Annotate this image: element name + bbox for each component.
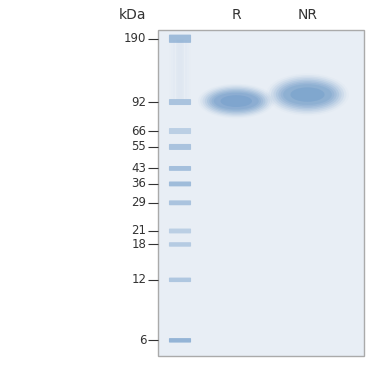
Ellipse shape [211,92,261,111]
Text: kDa: kDa [119,8,146,22]
Text: 12: 12 [131,273,146,286]
Text: R: R [231,8,241,22]
FancyBboxPatch shape [169,242,191,247]
Text: NR: NR [297,8,318,22]
Ellipse shape [209,90,263,112]
FancyBboxPatch shape [169,200,191,205]
Ellipse shape [280,83,334,106]
Ellipse shape [276,80,339,110]
Ellipse shape [207,89,266,113]
FancyBboxPatch shape [169,166,191,171]
Text: 190: 190 [124,32,146,45]
Ellipse shape [271,76,344,112]
Text: 6: 6 [139,334,146,347]
Ellipse shape [202,86,270,116]
Text: 18: 18 [131,238,146,251]
Text: 29: 29 [131,196,146,209]
FancyBboxPatch shape [169,99,191,105]
Ellipse shape [220,95,252,107]
Ellipse shape [273,78,342,111]
FancyBboxPatch shape [169,144,191,150]
Ellipse shape [268,75,346,114]
FancyBboxPatch shape [169,128,191,134]
Text: 43: 43 [131,162,146,175]
Ellipse shape [205,88,268,115]
FancyBboxPatch shape [169,228,191,233]
Ellipse shape [200,85,272,117]
FancyBboxPatch shape [169,34,191,43]
Text: 21: 21 [131,225,146,237]
Ellipse shape [278,81,337,108]
FancyBboxPatch shape [169,278,191,282]
FancyBboxPatch shape [169,338,191,343]
Text: 66: 66 [131,124,146,138]
FancyBboxPatch shape [158,30,364,356]
Text: 36: 36 [131,177,146,190]
Ellipse shape [214,93,259,110]
Ellipse shape [290,87,324,102]
FancyBboxPatch shape [169,182,191,186]
Ellipse shape [283,84,332,105]
Text: 55: 55 [132,141,146,153]
Text: 92: 92 [131,96,146,108]
